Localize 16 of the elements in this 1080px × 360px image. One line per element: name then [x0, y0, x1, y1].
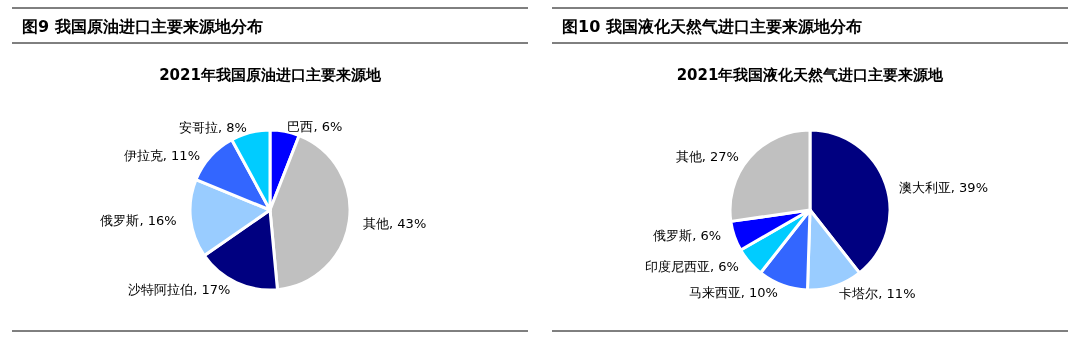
slice-label: 其他, 43%	[363, 216, 427, 232]
slice-label: 俄罗斯, 16%	[100, 213, 177, 229]
slice-label: 印度尼西亚, 6%	[645, 258, 739, 274]
slice-label: 伊拉克, 11%	[123, 148, 201, 164]
chart-title: 图10 我国液化天然气进口主要来源地分布	[562, 17, 862, 36]
chart-subtitle: 2021年我国原油进口主要来源地	[159, 66, 382, 84]
slice-label: 沙特阿拉伯, 17%	[128, 282, 231, 298]
slice-label: 巴西, 6%	[287, 118, 343, 134]
slice-label: 俄罗斯, 6%	[653, 227, 722, 243]
slice-label: 马来西亚, 10%	[688, 285, 778, 301]
slice-label: 卡塔尔, 11%	[839, 286, 916, 302]
slice-label: 安哥拉, 8%	[178, 119, 247, 135]
slice-label: 其他, 27%	[675, 149, 739, 165]
chart-subtitle: 2021年我国液化天然气进口主要来源地	[676, 66, 945, 84]
chart-title: 图9 我国原油进口主要来源地分布	[22, 17, 263, 36]
slice-label: 澳大利亚, 39%	[898, 180, 988, 196]
